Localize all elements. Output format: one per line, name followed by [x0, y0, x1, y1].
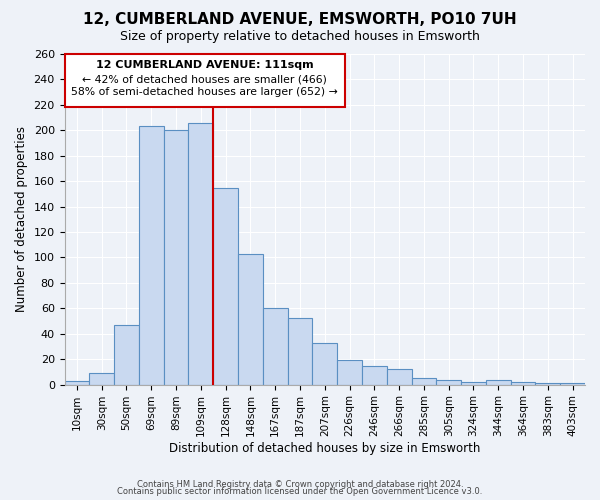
- Text: 12 CUMBERLAND AVENUE: 111sqm: 12 CUMBERLAND AVENUE: 111sqm: [96, 60, 314, 70]
- Bar: [362, 366, 387, 384]
- Bar: [387, 370, 412, 384]
- Bar: [511, 382, 535, 384]
- Text: ← 42% of detached houses are smaller (466): ← 42% of detached houses are smaller (46…: [82, 74, 327, 85]
- Bar: [213, 188, 238, 384]
- FancyBboxPatch shape: [65, 54, 344, 108]
- Y-axis label: Number of detached properties: Number of detached properties: [15, 126, 28, 312]
- Text: 58% of semi-detached houses are larger (652) →: 58% of semi-detached houses are larger (…: [71, 87, 338, 97]
- Bar: [238, 254, 263, 384]
- Bar: [263, 308, 287, 384]
- Text: Contains public sector information licensed under the Open Government Licence v3: Contains public sector information licen…: [118, 488, 482, 496]
- Bar: [461, 382, 486, 384]
- Bar: [65, 381, 89, 384]
- Text: Contains HM Land Registry data © Crown copyright and database right 2024.: Contains HM Land Registry data © Crown c…: [137, 480, 463, 489]
- Bar: [287, 318, 313, 384]
- Text: Size of property relative to detached houses in Emsworth: Size of property relative to detached ho…: [120, 30, 480, 43]
- Bar: [164, 130, 188, 384]
- Bar: [436, 380, 461, 384]
- Text: 12, CUMBERLAND AVENUE, EMSWORTH, PO10 7UH: 12, CUMBERLAND AVENUE, EMSWORTH, PO10 7U…: [83, 12, 517, 28]
- Bar: [188, 122, 213, 384]
- X-axis label: Distribution of detached houses by size in Emsworth: Distribution of detached houses by size …: [169, 442, 481, 455]
- Bar: [486, 380, 511, 384]
- Bar: [412, 378, 436, 384]
- Bar: [313, 342, 337, 384]
- Bar: [114, 325, 139, 384]
- Bar: [337, 360, 362, 384]
- Bar: [89, 373, 114, 384]
- Bar: [139, 126, 164, 384]
